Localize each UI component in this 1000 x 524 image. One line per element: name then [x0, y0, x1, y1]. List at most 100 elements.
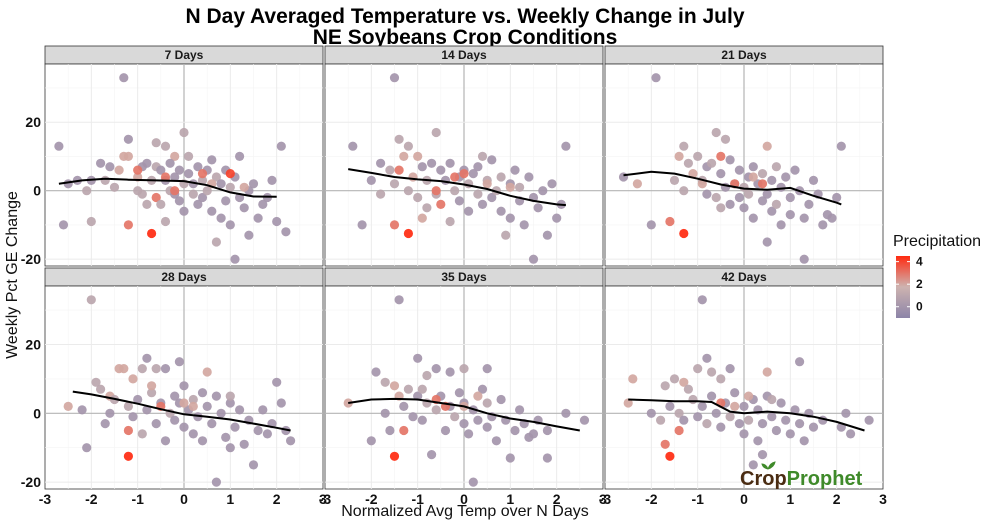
- data-point: [413, 391, 423, 401]
- data-point: [841, 408, 851, 418]
- data-point: [188, 189, 198, 199]
- y-tick-label: 20: [25, 336, 41, 352]
- x-tick-label: 3: [879, 491, 887, 507]
- data-point: [491, 436, 501, 446]
- data-point: [632, 179, 643, 189]
- data-point: [473, 415, 483, 425]
- x-tick-label: -1: [411, 491, 424, 507]
- data-point: [646, 408, 656, 418]
- data-point: [137, 429, 147, 439]
- data-point: [669, 374, 680, 384]
- y-tick-label: -20: [21, 251, 41, 267]
- legend-colorbar: [896, 256, 910, 318]
- data-point: [399, 151, 409, 161]
- data-point: [748, 460, 758, 470]
- data-point: [385, 425, 395, 436]
- data-point: [394, 165, 404, 175]
- data-point: [422, 370, 432, 381]
- data-point: [683, 384, 694, 394]
- data-point: [473, 391, 483, 401]
- data-point: [505, 453, 515, 463]
- data-point: [702, 189, 712, 199]
- data-point: [679, 377, 689, 387]
- data-point: [239, 203, 249, 213]
- data-point: [790, 405, 800, 415]
- data-point: [96, 158, 106, 168]
- data-point: [679, 228, 689, 239]
- data-point: [128, 412, 138, 422]
- data-point: [767, 206, 777, 216]
- data-point: [151, 419, 161, 429]
- data-point: [123, 151, 133, 161]
- data-point: [262, 429, 272, 439]
- data-point: [702, 419, 712, 429]
- data-point: [142, 199, 152, 209]
- data-point: [496, 206, 506, 216]
- data-point: [785, 210, 795, 220]
- legend-label: 4: [916, 255, 923, 269]
- data-point: [679, 415, 689, 425]
- data-point: [170, 415, 180, 425]
- data-point: [757, 179, 768, 189]
- data-point: [776, 182, 786, 192]
- data-point: [454, 388, 464, 398]
- data-point: [767, 175, 777, 185]
- data-point: [188, 394, 198, 405]
- data-point: [207, 206, 217, 216]
- data-point: [757, 196, 768, 206]
- facet-panel: 21 Days: [604, 45, 884, 267]
- data-point: [225, 443, 235, 453]
- data-point: [179, 398, 189, 408]
- data-point: [538, 186, 548, 196]
- data-point: [417, 213, 427, 223]
- data-point: [739, 203, 749, 213]
- data-point: [91, 377, 101, 387]
- data-point: [795, 419, 805, 429]
- data-point: [725, 412, 735, 422]
- data-point: [757, 169, 768, 179]
- data-point: [431, 405, 441, 415]
- data-point: [151, 138, 161, 148]
- data-point: [776, 398, 786, 408]
- data-point: [459, 419, 469, 429]
- data-point: [422, 203, 432, 213]
- data-point: [468, 169, 478, 179]
- data-point: [767, 412, 777, 422]
- data-point: [258, 405, 268, 415]
- data-point: [225, 182, 235, 192]
- legend-label: 2: [916, 277, 923, 291]
- data-point: [776, 220, 786, 230]
- data-point: [459, 169, 469, 179]
- data-point: [711, 127, 721, 138]
- data-point: [795, 357, 805, 367]
- data-point: [683, 158, 694, 168]
- data-point: [188, 401, 198, 411]
- facet-panel: 28 Days -20 0 20 -3 -2 -1 0 1 2 3: [21, 267, 327, 507]
- data-point: [253, 425, 263, 436]
- data-point: [82, 186, 92, 196]
- smooth-trend-line: [348, 397, 580, 432]
- data-point: [464, 429, 474, 439]
- data-point: [142, 405, 152, 415]
- data-point: [366, 175, 376, 185]
- data-point: [403, 186, 413, 196]
- data-point: [730, 388, 740, 398]
- data-point: [417, 415, 427, 425]
- facet-panel: 7 Days -20 0 20: [21, 45, 324, 267]
- x-tick-label: -3: [599, 491, 612, 507]
- data-point: [436, 199, 446, 209]
- data-point: [179, 422, 189, 432]
- data-point: [799, 254, 809, 264]
- data-point: [808, 175, 819, 185]
- x-axis-label: Normalized Avg Temp over N Days: [341, 503, 589, 520]
- data-point: [142, 353, 152, 363]
- data-point: [707, 367, 717, 377]
- data-point: [248, 460, 259, 470]
- data-point: [674, 425, 684, 436]
- data-point: [785, 429, 795, 439]
- data-point: [762, 367, 772, 377]
- legend-title: Precipitation: [893, 233, 981, 250]
- data-point: [225, 391, 235, 401]
- data-point: [431, 364, 441, 374]
